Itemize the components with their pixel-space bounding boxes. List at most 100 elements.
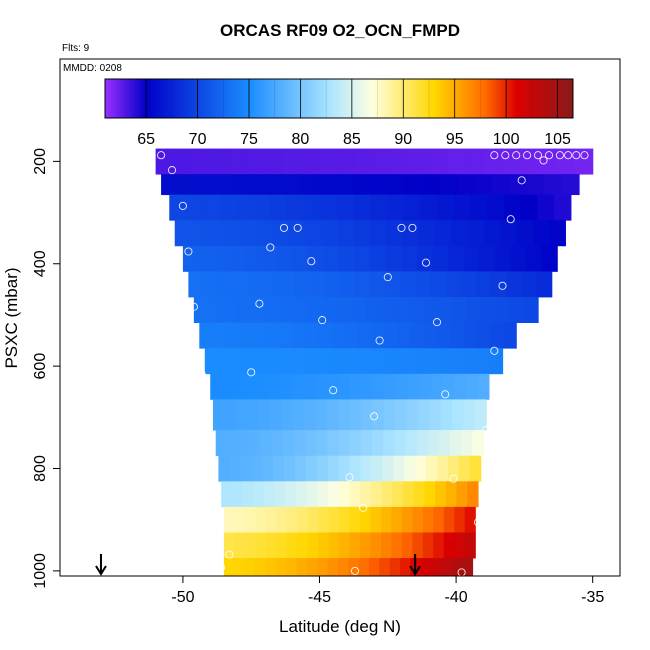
heatmap-cell-r8-c23 — [490, 348, 504, 375]
heatmap-cell-r4-c4 — [245, 245, 262, 272]
heatmap-cell-r15-c4 — [265, 532, 277, 559]
heatmap-cell-r0-c6 — [264, 148, 284, 175]
heatmap-cell-r3-c16 — [435, 220, 453, 247]
heatmap-cell-r5-c14 — [400, 271, 417, 298]
flight-arrows — [95, 554, 421, 576]
colorbar-tick-label-0: 65 — [137, 131, 155, 148]
heatmap-cell-r1-c23 — [561, 174, 580, 196]
observation-point-37 — [490, 151, 499, 160]
heatmap-cell-r4-c9 — [323, 245, 340, 272]
heatmap-cell-r0-c19 — [501, 148, 521, 175]
heatmap-cell-r5-c2 — [218, 271, 235, 298]
heatmap-cell-r5-c6 — [279, 271, 295, 298]
observation-point-17 — [329, 386, 338, 395]
observation-point-13 — [279, 223, 289, 232]
heatmap-cell-r10-c2 — [235, 399, 248, 431]
flight-arrow-0 — [95, 554, 107, 576]
heatmap-cell-r6-c11 — [351, 297, 367, 324]
y-tick-label-4: 1000 — [32, 553, 49, 589]
heatmap-cell-r4-c6 — [276, 245, 293, 272]
heatmap-cell-r10-c5 — [269, 399, 282, 431]
heatmap-cell-r11-c11 — [338, 430, 351, 457]
heatmap-cell-r15-c5 — [276, 532, 288, 559]
heatmap-cell-r0-c1 — [173, 148, 193, 175]
heatmap-cell-r3-c4 — [239, 220, 257, 247]
heatmap-cell-r3-c13 — [386, 220, 404, 247]
heatmap-cell-r7-c0 — [199, 322, 214, 349]
heatmap-cell-r14-c16 — [391, 506, 403, 533]
heatmap-cell-r2-c2 — [202, 194, 221, 221]
observation-point-43 — [555, 151, 564, 160]
heatmap-cell-r5-c9 — [324, 271, 341, 298]
heatmap-cell-r15-c21 — [443, 532, 455, 559]
heatmap-cell-r10-c4 — [258, 399, 271, 431]
flight-arrow-1 — [409, 554, 421, 576]
heatmap-cell-r10-c21 — [452, 399, 464, 431]
heatmap-cell-r15-c14 — [370, 532, 382, 559]
heatmap-cell-r10-c18 — [417, 399, 430, 431]
heatmap-cell-r16-c16 — [389, 558, 401, 577]
heatmap-cell-r10-c13 — [360, 399, 373, 431]
heatmap-cell-r11-c13 — [360, 430, 373, 457]
heatmap-cell-r11-c18 — [416, 430, 429, 457]
heatmap-cell-r12-c23 — [469, 455, 482, 482]
heatmap-cell-r16-c10 — [327, 558, 339, 577]
heatmap-cell-r12-c17 — [404, 455, 416, 482]
observation-point-44 — [564, 151, 573, 160]
heatmap-cell-r1-c20 — [509, 174, 528, 196]
heatmap-cell-r0-c16 — [446, 148, 466, 175]
heatmap-cell-r12-c15 — [382, 455, 394, 482]
heatmap-cell-r15-c2 — [244, 532, 256, 559]
heatmap-cell-r13-c20 — [435, 481, 447, 508]
heatmap-cell-r3-c15 — [418, 220, 436, 247]
observation-point-2 — [178, 201, 187, 210]
colorbar-tick-label-5: 90 — [394, 131, 412, 148]
heatmap-cell-r12-c8 — [305, 455, 318, 482]
heatmap-cell-r4-c0 — [182, 245, 200, 272]
observation-point-46 — [580, 151, 589, 160]
heatmap-cell-r3-c14 — [402, 220, 420, 247]
heatmap-cell-r6-c3 — [236, 297, 252, 324]
heatmap-cell-r14-c3 — [255, 506, 267, 533]
heatmap-cell-r14-c11 — [339, 506, 351, 533]
heatmap-cell-r4-c8 — [307, 245, 324, 272]
heatmap-cell-r14-c13 — [360, 506, 372, 533]
heatmap-cells — [155, 148, 594, 577]
heatmap-cell-r12-c16 — [393, 455, 405, 482]
heatmap-cell-r9-c0 — [210, 373, 223, 400]
heatmap-cell-r1-c18 — [474, 174, 493, 196]
heatmap-cell-r3-c10 — [337, 220, 355, 247]
heatmap-cell-r15-c15 — [380, 532, 393, 559]
heatmap-cell-r7-c22 — [489, 322, 504, 349]
heatmap-cell-r4-c14 — [401, 245, 418, 272]
heatmap-cell-r10-c12 — [349, 399, 362, 431]
observation-point-33 — [490, 346, 499, 355]
heatmap-cell-r2-c9 — [319, 194, 338, 221]
y-axis-label: PSXC (mbar) — [2, 267, 21, 368]
heatmap-cell-r3-c6 — [272, 220, 290, 247]
heatmap-cell-r16-c7 — [296, 558, 308, 577]
heatmap-cell-r13-c0 — [221, 481, 233, 508]
heatmap-cell-r1-c8 — [300, 174, 319, 196]
heatmap-cell-r16-c14 — [368, 558, 380, 577]
x-axis-label: Latitude (deg N) — [279, 617, 401, 636]
heatmap-cell-r1-c13 — [387, 174, 406, 196]
date-note: MMDD: 0208 — [63, 63, 122, 74]
heatmap-cell-r8-c18 — [428, 348, 442, 375]
heatmap-cell-r13-c19 — [424, 481, 436, 508]
heatmap-cell-r3-c2 — [207, 220, 225, 247]
heatmap-cell-r1-c9 — [317, 174, 336, 196]
heatmap-cell-r5-c18 — [460, 271, 477, 298]
heatmap-cell-r6-c22 — [509, 297, 525, 324]
heatmap-cell-r0-c2 — [192, 148, 211, 175]
heatmap-cell-r13-c3 — [253, 481, 265, 508]
heatmap-cell-r10-c6 — [281, 399, 294, 431]
colorbar-tick-label-1: 70 — [189, 131, 207, 148]
heatmap-cell-r5-c19 — [476, 271, 492, 298]
heatmap-cell-r6-c19 — [466, 297, 482, 324]
heatmap-cell-r4-c23 — [541, 245, 558, 272]
heatmap-cell-r16-c22 — [451, 558, 463, 577]
heatmap-cell-r9-c5 — [268, 373, 281, 400]
heatmap-cell-r16-c1 — [234, 558, 246, 577]
observation-point-21 — [370, 412, 379, 421]
